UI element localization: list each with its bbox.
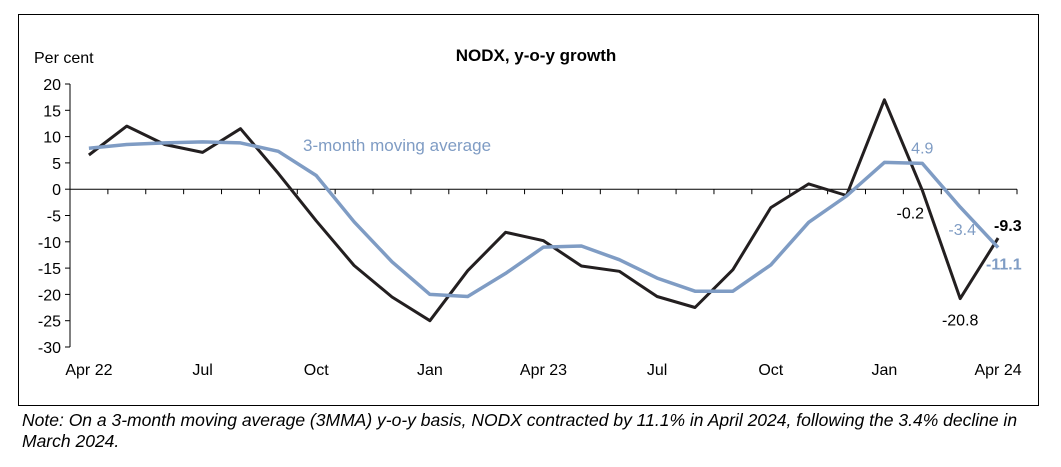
data-label: -9.3 bbox=[994, 218, 1022, 235]
y-tick-label: 5 bbox=[52, 156, 61, 173]
x-tick-label: Apr 23 bbox=[520, 362, 567, 379]
x-tick-label: Jul bbox=[647, 362, 667, 379]
data-label: -20.8 bbox=[942, 313, 979, 330]
data-label: 4.9 bbox=[911, 140, 933, 157]
x-tick-label: Apr 22 bbox=[65, 362, 112, 379]
y-tick-label: -10 bbox=[38, 235, 61, 252]
series-line-3-month-moving-average bbox=[88, 140, 1000, 299]
chart-frame bbox=[18, 14, 1039, 406]
x-tick-label: Jul bbox=[192, 362, 212, 379]
x-tick-label: Apr 24 bbox=[974, 362, 1021, 379]
data-label: -11.1 bbox=[986, 257, 1022, 274]
y-tick-label: 20 bbox=[43, 77, 61, 94]
series-layer bbox=[87, 98, 1000, 323]
series-line-nodx bbox=[87, 98, 1000, 323]
y-tick-label: -20 bbox=[38, 287, 61, 304]
data-label: -0.2 bbox=[897, 205, 925, 222]
data-label: -3.4 bbox=[948, 222, 976, 239]
x-tick-label: Jan bbox=[872, 362, 898, 379]
y-tick-label: 0 bbox=[52, 182, 61, 199]
y-axis-label: Per cent bbox=[34, 50, 94, 67]
x-tick-label: Oct bbox=[304, 362, 329, 379]
y-tick-label: -25 bbox=[38, 314, 61, 331]
x-tick-label: Oct bbox=[758, 362, 783, 379]
x-tick-label: Jan bbox=[417, 362, 443, 379]
y-tick-label: -30 bbox=[38, 340, 61, 357]
line-chart: NODX, y-o-y growth Per cent 3-month movi… bbox=[34, 46, 1022, 379]
series-label-3-month-moving-average: 3-month moving average bbox=[303, 136, 491, 155]
y-tick-label: -5 bbox=[47, 209, 61, 226]
y-tick-label: 10 bbox=[43, 130, 61, 147]
data-labels: 4.9 -0.2 -3.4 -20.8 -9.3 -11.1 bbox=[897, 140, 1022, 329]
chart-note: Note: On a 3-month moving average (3MMA)… bbox=[22, 410, 1018, 451]
y-tick-label: 15 bbox=[43, 103, 61, 120]
y-tick-label: -15 bbox=[38, 261, 61, 278]
chart-title: NODX, y-o-y growth bbox=[456, 46, 617, 65]
